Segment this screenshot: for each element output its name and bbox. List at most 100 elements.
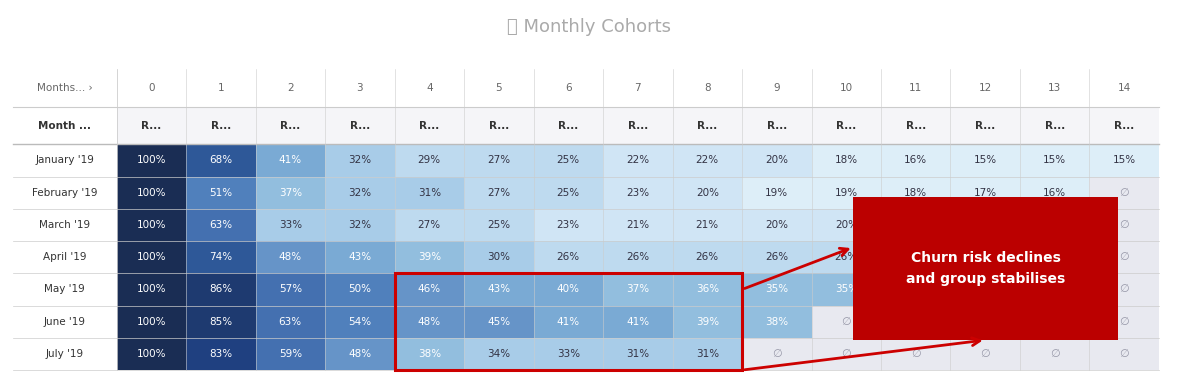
Text: 43%: 43% xyxy=(349,252,371,262)
Text: 26%: 26% xyxy=(835,252,858,262)
Text: 37%: 37% xyxy=(627,285,649,294)
Bar xyxy=(395,177,464,209)
Bar xyxy=(673,144,742,177)
Bar xyxy=(1090,209,1159,241)
Bar xyxy=(812,107,881,144)
Text: ∅: ∅ xyxy=(1119,220,1129,230)
Text: R...: R... xyxy=(280,121,300,130)
Bar xyxy=(534,144,603,177)
Bar xyxy=(395,273,742,370)
Text: Month ...: Month ... xyxy=(39,121,92,130)
Bar xyxy=(117,177,186,209)
Text: 41%: 41% xyxy=(279,155,302,166)
Bar xyxy=(256,273,325,305)
Text: R...: R... xyxy=(489,121,509,130)
Bar xyxy=(1020,305,1090,338)
Text: 3: 3 xyxy=(357,83,363,93)
Text: 20%: 20% xyxy=(766,220,788,230)
Bar xyxy=(951,177,1020,209)
Bar xyxy=(256,338,325,370)
Text: 1: 1 xyxy=(218,83,224,93)
Bar xyxy=(395,305,464,338)
Bar xyxy=(186,273,256,305)
Text: 15%: 15% xyxy=(1113,155,1136,166)
Bar xyxy=(395,209,464,241)
Bar xyxy=(325,338,395,370)
Text: 63%: 63% xyxy=(279,317,302,327)
Text: 23%: 23% xyxy=(557,220,580,230)
Text: June '19: June '19 xyxy=(44,317,86,327)
Text: ∅: ∅ xyxy=(1050,252,1060,262)
Text: 57%: 57% xyxy=(279,285,302,294)
Text: 20%: 20% xyxy=(766,155,788,166)
Text: 22%: 22% xyxy=(627,155,649,166)
Text: 25%: 25% xyxy=(557,188,580,198)
Bar xyxy=(742,177,812,209)
Bar xyxy=(186,177,256,209)
Text: 19%: 19% xyxy=(905,220,927,230)
Bar xyxy=(881,69,951,107)
Text: 85%: 85% xyxy=(210,317,232,327)
Bar xyxy=(13,273,117,305)
Bar xyxy=(812,273,881,305)
Bar xyxy=(951,144,1020,177)
Text: 51%: 51% xyxy=(210,188,232,198)
Bar xyxy=(395,107,464,144)
Bar xyxy=(881,273,951,305)
Bar xyxy=(534,209,603,241)
Bar xyxy=(13,305,117,338)
Bar xyxy=(812,177,881,209)
Bar xyxy=(117,69,186,107)
Text: ∅: ∅ xyxy=(1050,220,1060,230)
Bar xyxy=(603,273,673,305)
Bar xyxy=(673,69,742,107)
Text: 86%: 86% xyxy=(210,285,232,294)
Bar xyxy=(881,305,951,338)
Text: R...: R... xyxy=(419,121,439,130)
Text: 34%: 34% xyxy=(488,349,510,359)
Text: 26%: 26% xyxy=(766,252,788,262)
Text: 9: 9 xyxy=(774,83,780,93)
Text: 50%: 50% xyxy=(349,285,371,294)
Bar xyxy=(117,241,186,273)
Bar xyxy=(325,209,395,241)
Bar xyxy=(256,144,325,177)
Bar xyxy=(186,338,256,370)
Bar xyxy=(881,107,951,144)
Bar xyxy=(395,338,464,370)
Text: 0: 0 xyxy=(148,83,154,93)
Bar xyxy=(186,241,256,273)
Bar xyxy=(951,69,1020,107)
Text: 15%: 15% xyxy=(974,155,997,166)
Text: 2: 2 xyxy=(287,83,293,93)
Text: Months... ›: Months... › xyxy=(37,83,93,93)
Bar xyxy=(117,107,186,144)
Text: 38%: 38% xyxy=(766,317,788,327)
Bar xyxy=(951,305,1020,338)
Text: 31%: 31% xyxy=(627,349,649,359)
Bar xyxy=(117,273,186,305)
Bar xyxy=(1090,177,1159,209)
Text: 38%: 38% xyxy=(418,349,441,359)
Text: 40%: 40% xyxy=(557,285,580,294)
Text: ∅: ∅ xyxy=(1119,285,1129,294)
Bar xyxy=(673,107,742,144)
Bar xyxy=(13,144,117,177)
Text: 14: 14 xyxy=(1118,83,1131,93)
Bar xyxy=(464,273,534,305)
Text: R...: R... xyxy=(628,121,648,130)
Bar xyxy=(256,241,325,273)
Text: 100%: 100% xyxy=(137,188,166,198)
Text: 15%: 15% xyxy=(1044,155,1066,166)
Text: 17%: 17% xyxy=(974,188,997,198)
Bar xyxy=(186,305,256,338)
Text: 33%: 33% xyxy=(279,220,302,230)
Bar xyxy=(534,338,603,370)
Text: 46%: 46% xyxy=(418,285,441,294)
Text: R...: R... xyxy=(211,121,231,130)
Text: 21%: 21% xyxy=(627,220,649,230)
Bar xyxy=(395,69,464,107)
Bar xyxy=(534,241,603,273)
Bar xyxy=(742,144,812,177)
Bar xyxy=(534,305,603,338)
